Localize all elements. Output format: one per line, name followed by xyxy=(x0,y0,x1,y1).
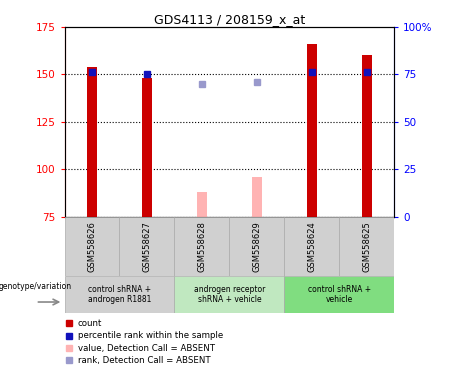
Text: GSM558625: GSM558625 xyxy=(362,221,371,272)
Bar xyxy=(197,192,207,217)
Text: GSM558629: GSM558629 xyxy=(252,221,261,272)
Text: value, Detection Call = ABSENT: value, Detection Call = ABSENT xyxy=(78,344,215,353)
Bar xyxy=(174,217,229,276)
Text: count: count xyxy=(78,319,102,328)
Bar xyxy=(119,217,174,276)
Bar xyxy=(65,217,119,276)
Title: GDS4113 / 208159_x_at: GDS4113 / 208159_x_at xyxy=(154,13,305,26)
Bar xyxy=(284,276,394,313)
Text: percentile rank within the sample: percentile rank within the sample xyxy=(78,331,223,340)
Bar xyxy=(339,217,394,276)
Text: GSM558626: GSM558626 xyxy=(88,221,96,272)
Text: control shRNA +
vehicle: control shRNA + vehicle xyxy=(307,285,371,305)
Bar xyxy=(229,217,284,276)
Text: androgen receptor
shRNA + vehicle: androgen receptor shRNA + vehicle xyxy=(194,285,265,305)
Bar xyxy=(307,44,317,217)
Bar xyxy=(362,55,372,217)
Bar xyxy=(174,276,284,313)
Text: GSM558624: GSM558624 xyxy=(307,221,316,272)
Text: GSM558628: GSM558628 xyxy=(197,221,207,272)
Text: control shRNA +
androgen R1881: control shRNA + androgen R1881 xyxy=(88,285,151,305)
Bar xyxy=(252,177,262,217)
Bar xyxy=(284,217,339,276)
Text: GSM558627: GSM558627 xyxy=(142,221,152,272)
Bar xyxy=(142,78,152,217)
Bar xyxy=(65,276,174,313)
Text: genotype/variation: genotype/variation xyxy=(0,282,72,291)
Text: rank, Detection Call = ABSENT: rank, Detection Call = ABSENT xyxy=(78,356,210,365)
Bar xyxy=(87,67,97,217)
